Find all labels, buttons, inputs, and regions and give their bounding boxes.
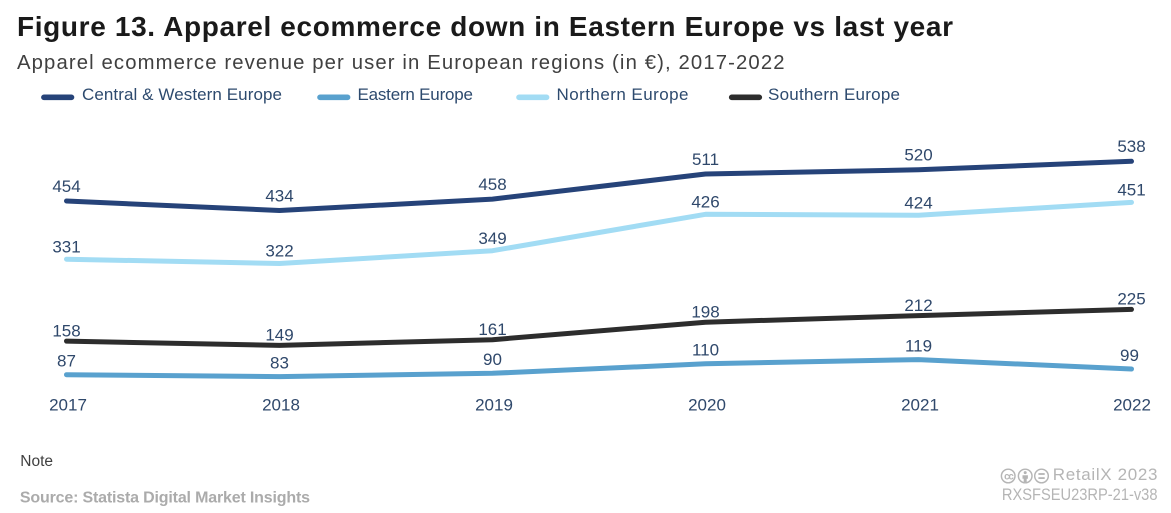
svg-text:119: 119	[905, 336, 932, 355]
svg-text:2017: 2017	[49, 396, 87, 415]
svg-text:426: 426	[691, 193, 719, 212]
svg-text:424: 424	[904, 193, 932, 212]
svg-text:Source: Statista Digital Marke: Source: Statista Digital Market Insights	[20, 490, 310, 507]
svg-text:434: 434	[265, 186, 293, 205]
svg-text:331: 331	[52, 237, 80, 256]
svg-text:99: 99	[1120, 346, 1139, 365]
svg-text:Note: Note	[20, 453, 53, 470]
svg-text:RetailX 2023: RetailX 2023	[1053, 465, 1158, 484]
svg-text:454: 454	[52, 177, 80, 196]
svg-text:Southern Europe: Southern Europe	[768, 85, 900, 104]
svg-text:212: 212	[904, 296, 932, 315]
svg-text:Apparel ecommerce revenue per: Apparel ecommerce revenue per user in Eu…	[17, 52, 785, 74]
svg-text:538: 538	[1117, 137, 1145, 156]
svg-text:cc: cc	[1004, 472, 1014, 483]
svg-text:520: 520	[904, 146, 932, 165]
svg-text:198: 198	[691, 303, 719, 322]
svg-text:87: 87	[57, 352, 76, 371]
svg-text:Eastern Europe: Eastern Europe	[358, 85, 474, 104]
svg-text:83: 83	[270, 353, 289, 372]
svg-text:322: 322	[265, 242, 293, 261]
svg-text:RXSFSEU23RP-21-v38: RXSFSEU23RP-21-v38	[1002, 485, 1158, 504]
svg-text:458: 458	[478, 175, 506, 194]
svg-text:451: 451	[1117, 181, 1145, 200]
svg-text:349: 349	[478, 229, 506, 248]
svg-text:90: 90	[483, 350, 502, 369]
svg-text:110: 110	[692, 341, 719, 360]
svg-text:511: 511	[692, 150, 719, 169]
svg-text:2022: 2022	[1113, 396, 1151, 415]
svg-text:2019: 2019	[475, 396, 513, 415]
svg-text:2021: 2021	[901, 396, 939, 415]
svg-text:Central & Western Europe: Central & Western Europe	[82, 85, 282, 104]
svg-text:Figure 13. Apparel ecommerce d: Figure 13. Apparel ecommerce down in Eas…	[17, 11, 953, 42]
svg-text:2020: 2020	[688, 396, 726, 415]
svg-text:161: 161	[478, 320, 506, 339]
svg-text:225: 225	[1117, 290, 1145, 309]
svg-text:2018: 2018	[262, 396, 300, 415]
svg-text:158: 158	[52, 321, 80, 340]
svg-text:149: 149	[265, 326, 293, 345]
svg-text:Northern Europe: Northern Europe	[557, 85, 689, 104]
